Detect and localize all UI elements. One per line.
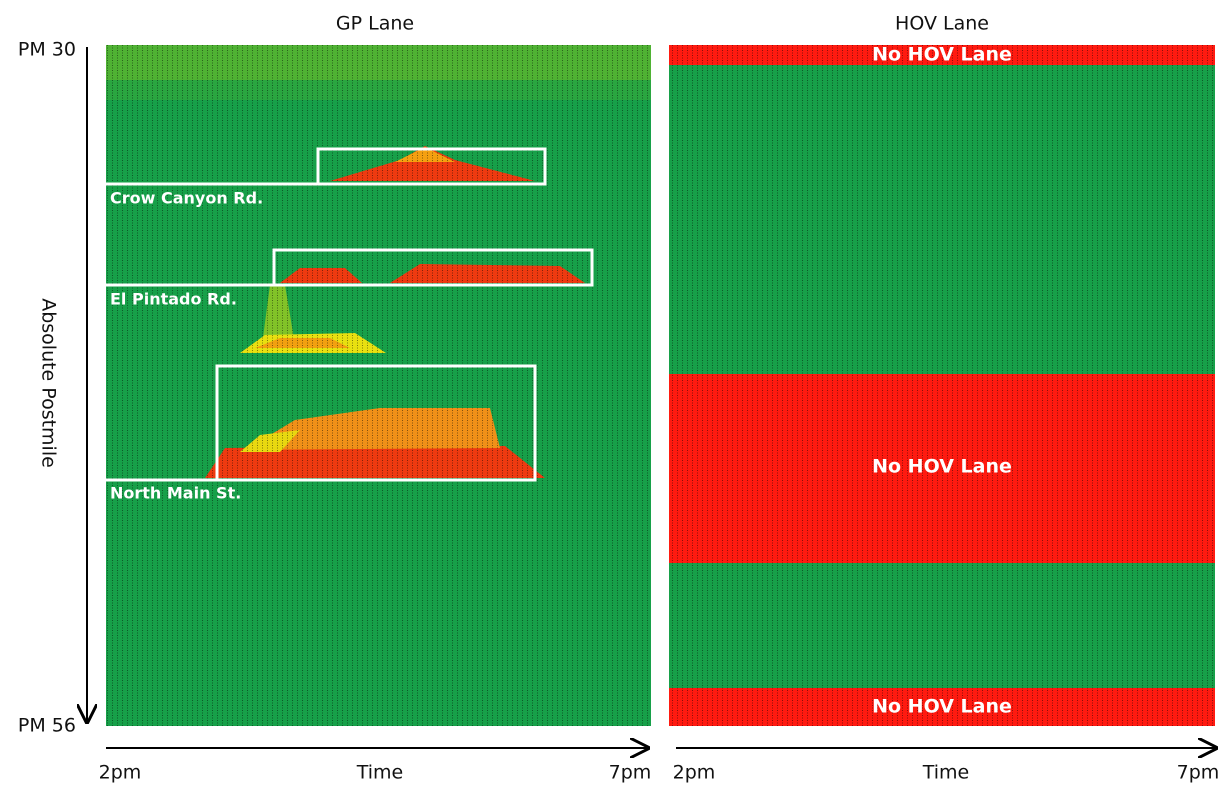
road-label: North Main St. bbox=[110, 484, 241, 503]
y-axis-title: Absolute Postmile bbox=[38, 298, 60, 468]
y-bottom-label: PM 56 bbox=[18, 715, 76, 737]
x-end-label: 7pm bbox=[1177, 762, 1220, 784]
no-hov-label: No HOV Lane bbox=[872, 44, 1012, 66]
x-axis-title: Time bbox=[922, 762, 970, 784]
road-label: El Pintado Rd. bbox=[110, 290, 237, 309]
x-end-label: 7pm bbox=[609, 762, 652, 784]
hov-panel: No HOV Lane No HOV Lane No HOV Lane bbox=[669, 44, 1215, 726]
x-start-label: 2pm bbox=[673, 762, 716, 784]
y-top-label: PM 30 bbox=[18, 39, 76, 61]
no-hov-label: No HOV Lane bbox=[872, 696, 1012, 718]
panel-title: HOV Lane bbox=[895, 13, 989, 35]
gp-panel: Crow Canyon Rd. El Pintado Rd. North Mai… bbox=[106, 45, 651, 726]
x-axis-title: Time bbox=[356, 762, 404, 784]
panel-title: GP Lane bbox=[336, 13, 414, 35]
x-start-label: 2pm bbox=[99, 762, 142, 784]
no-hov-label: No HOV Lane bbox=[872, 456, 1012, 478]
road-label: Crow Canyon Rd. bbox=[110, 189, 263, 208]
